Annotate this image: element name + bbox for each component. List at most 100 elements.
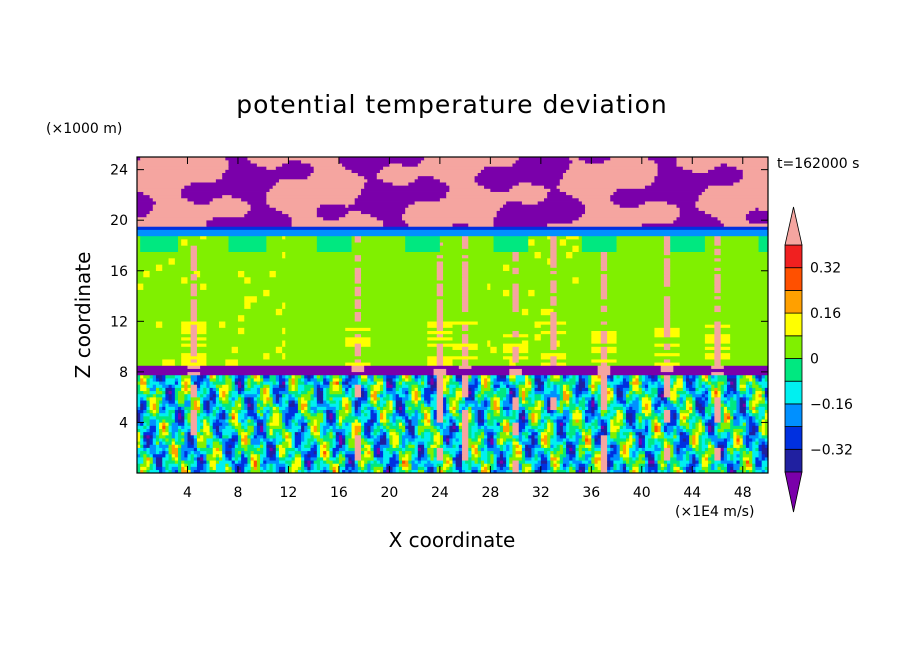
heatmap-cell — [392, 444, 397, 448]
heatmap-cell — [597, 460, 602, 464]
heatmap-cell — [310, 396, 315, 401]
heatmap-cell — [196, 428, 201, 433]
heatmap-cell — [578, 406, 583, 410]
heatmap-cell — [345, 463, 352, 467]
heatmap-cell — [452, 434, 457, 439]
heatmap-cell — [190, 333, 198, 338]
heatmap-cell — [518, 419, 523, 423]
heatmap-cell — [354, 444, 362, 448]
heatmap-cell — [439, 425, 444, 429]
heatmap-cell — [291, 400, 296, 404]
heatmap-cell — [597, 393, 602, 398]
heatmap-cell — [304, 457, 311, 461]
heatmap-cell — [269, 378, 277, 382]
heatmap-cell — [222, 441, 226, 445]
heatmap-cell — [234, 460, 239, 464]
heatmap-cell — [534, 333, 542, 338]
heatmap-cell — [736, 469, 744, 473]
heatmap-cell — [685, 469, 690, 473]
heatmap-cell — [723, 415, 728, 420]
heatmap-cell — [484, 403, 488, 407]
heatmap-cell — [720, 406, 725, 410]
heatmap-cell — [660, 444, 665, 448]
heatmap-cell — [140, 428, 147, 433]
heatmap-cell — [619, 447, 624, 452]
heatmap-cell — [736, 381, 741, 385]
heatmap-cell — [181, 352, 192, 357]
heatmap-cell — [414, 457, 419, 461]
heatmap-cell — [338, 412, 349, 417]
heatmap-cell — [689, 374, 693, 379]
heatmap-cell — [272, 438, 277, 442]
heatmap-cell — [159, 387, 163, 392]
heatmap-cell — [174, 400, 179, 404]
heatmap-cell — [297, 390, 302, 395]
heatmap-cell — [338, 453, 343, 458]
heatmap-cell — [424, 463, 434, 467]
heatmap-cell — [301, 415, 305, 420]
heatmap-cell — [212, 453, 217, 458]
heatmap-cell — [506, 453, 510, 458]
heatmap-cell — [480, 438, 485, 442]
heatmap-cell — [515, 450, 523, 455]
heatmap-cell — [455, 434, 463, 439]
heatmap-cell — [714, 444, 718, 448]
heatmap-cell — [379, 431, 384, 436]
heatmap-cell — [531, 381, 535, 385]
heatmap-cell — [174, 378, 179, 382]
heatmap-cell — [294, 415, 302, 420]
heatmap-cell — [525, 444, 529, 448]
heatmap-cell — [496, 466, 501, 471]
heatmap-cell — [654, 428, 658, 433]
heatmap-cell — [591, 441, 595, 445]
heatmap-cell — [269, 453, 274, 458]
heatmap-cell — [487, 444, 494, 448]
heatmap-cell — [405, 441, 409, 445]
heatmap-cell — [461, 349, 469, 354]
heatmap-cell — [638, 419, 643, 423]
heatmap-cell — [278, 460, 286, 464]
heatmap-cell — [553, 374, 561, 379]
heatmap-cell — [660, 396, 665, 401]
heatmap-cell — [477, 384, 482, 388]
heatmap-cell — [424, 422, 431, 426]
heatmap-cell — [566, 390, 570, 395]
heatmap-cell — [433, 381, 438, 385]
heatmap-cell — [461, 359, 469, 363]
heatmap-cell — [682, 438, 687, 442]
heatmap-cell — [190, 463, 198, 467]
heatmap-cell — [376, 374, 384, 379]
heatmap-cell — [196, 340, 283, 344]
heatmap-cell — [556, 457, 561, 461]
heatmap-cell — [644, 460, 649, 464]
heatmap-cell — [679, 400, 684, 404]
heatmap-cell — [285, 466, 289, 471]
heatmap-cell — [764, 428, 768, 433]
heatmap-cell — [578, 400, 586, 404]
heatmap-cell — [326, 428, 330, 433]
heatmap-cell — [588, 466, 592, 471]
heatmap-cell — [758, 438, 766, 442]
heatmap-cell — [667, 406, 677, 410]
heatmap-cell — [338, 403, 343, 407]
heatmap-cell — [717, 393, 722, 398]
heatmap-cell — [528, 422, 532, 426]
heatmap-cell — [143, 422, 147, 426]
heatmap-cell — [720, 419, 725, 423]
heatmap-cell — [515, 374, 526, 379]
heatmap-cell — [361, 359, 428, 363]
heatmap-cell — [663, 419, 671, 423]
heatmap-cell — [556, 340, 561, 344]
heatmap-cell — [294, 396, 299, 401]
heatmap-cell — [436, 450, 444, 455]
heatmap-cell — [600, 415, 611, 420]
heatmap-cell — [212, 447, 217, 452]
heatmap-cell — [427, 355, 438, 360]
heatmap-cell — [701, 381, 706, 385]
heatmap-cell — [575, 374, 580, 379]
heatmap-cell — [663, 425, 668, 429]
heatmap-cell — [648, 406, 652, 410]
heatmap-cell — [282, 428, 286, 433]
heatmap-cell — [408, 390, 412, 395]
heatmap-cell — [477, 466, 482, 471]
